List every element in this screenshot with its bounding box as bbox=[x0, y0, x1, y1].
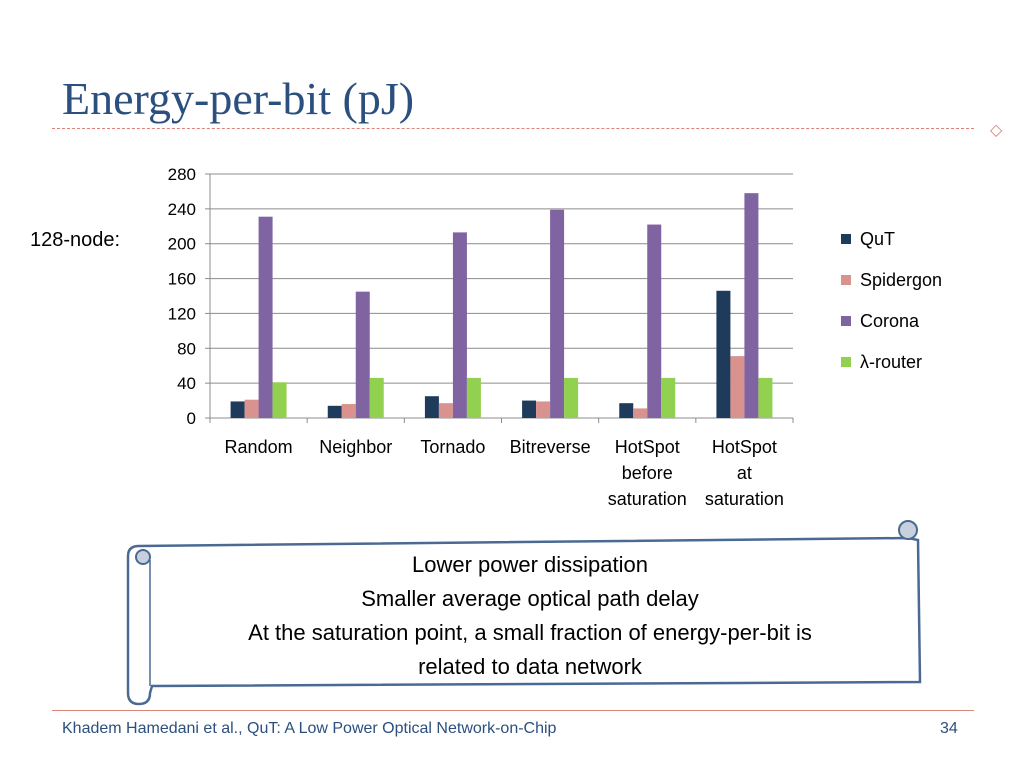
x-category-label: Neighbor bbox=[319, 437, 392, 457]
bar-corona bbox=[452, 232, 467, 418]
callout-line-1: Lower power dissipation bbox=[411, 552, 649, 577]
y-tick-label: 40 bbox=[177, 374, 196, 393]
footer-citation: Khadem Hamedani et al., QuT: A Low Power… bbox=[62, 720, 557, 737]
y-tick-label: 0 bbox=[187, 409, 196, 428]
y-tick-label: 80 bbox=[177, 339, 196, 358]
x-category-label: saturation bbox=[608, 489, 687, 509]
x-category-label: HotSpot bbox=[712, 437, 777, 457]
callout-text: Lower power dissipation Smaller average … bbox=[160, 548, 900, 684]
y-tick-label: 280 bbox=[168, 165, 196, 184]
bar-corona bbox=[355, 291, 370, 418]
x-category-label: Random bbox=[225, 437, 293, 457]
bar-corona bbox=[647, 224, 662, 418]
scroll-knob-top-right bbox=[898, 520, 918, 540]
bar-router bbox=[369, 377, 384, 418]
bar-qut bbox=[327, 405, 342, 418]
bar-spidergon bbox=[633, 408, 648, 418]
bar-qut bbox=[230, 401, 245, 418]
scroll-body bbox=[126, 536, 922, 706]
scroll-knob-top-left bbox=[135, 549, 151, 565]
callout-line-3: At the saturation point, a small fractio… bbox=[248, 620, 812, 645]
legend-label: Corona bbox=[860, 311, 920, 331]
x-category-label: HotSpot bbox=[615, 437, 680, 457]
bar-router bbox=[466, 377, 481, 418]
bar-router bbox=[564, 377, 579, 418]
y-tick-label: 200 bbox=[168, 235, 196, 254]
x-category-label: saturation bbox=[705, 489, 784, 509]
bar-spidergon bbox=[438, 403, 453, 418]
bar-qut bbox=[619, 403, 634, 418]
scroll-callout bbox=[126, 520, 922, 706]
x-category-label: at bbox=[737, 463, 752, 483]
x-category-label: Tornado bbox=[420, 437, 485, 457]
legend-label: Spidergon bbox=[860, 270, 942, 290]
legend-swatch bbox=[841, 234, 851, 244]
corner-diamond-icon: ◇ bbox=[990, 122, 1003, 139]
bar-corona bbox=[258, 216, 273, 418]
callout-line-4: related to data network bbox=[418, 654, 642, 679]
legend-swatch bbox=[841, 275, 851, 285]
bar-qut bbox=[522, 400, 537, 418]
node-count-label: 128-node: bbox=[30, 229, 121, 251]
bar-router bbox=[272, 382, 287, 418]
x-category-label: before bbox=[622, 463, 673, 483]
bar-spidergon bbox=[730, 356, 745, 418]
bar-corona bbox=[744, 193, 759, 418]
bar-spidergon bbox=[244, 399, 259, 418]
y-tick-label: 240 bbox=[168, 200, 196, 219]
page-number: 34 bbox=[940, 720, 958, 737]
y-tick-label: 120 bbox=[168, 304, 196, 323]
bar-spidergon bbox=[536, 401, 551, 418]
x-category-label: Bitreverse bbox=[510, 437, 591, 457]
y-tick-label: 160 bbox=[168, 270, 196, 289]
bar-corona bbox=[550, 209, 565, 418]
legend-label: λ-router bbox=[860, 352, 922, 372]
slide-title: Energy-per-bit (pJ) bbox=[62, 73, 415, 124]
callout-line-2: Smaller average optical path delay bbox=[361, 586, 699, 611]
bar-router bbox=[758, 377, 773, 418]
legend-swatch bbox=[841, 357, 851, 367]
footer-divider bbox=[52, 710, 974, 711]
legend-swatch bbox=[841, 316, 851, 326]
bar-qut bbox=[716, 290, 731, 418]
title-divider bbox=[52, 128, 974, 129]
bar-qut bbox=[424, 396, 439, 418]
bar-router bbox=[661, 377, 676, 418]
legend-label: QuT bbox=[860, 229, 895, 249]
bar-spidergon bbox=[341, 404, 356, 418]
